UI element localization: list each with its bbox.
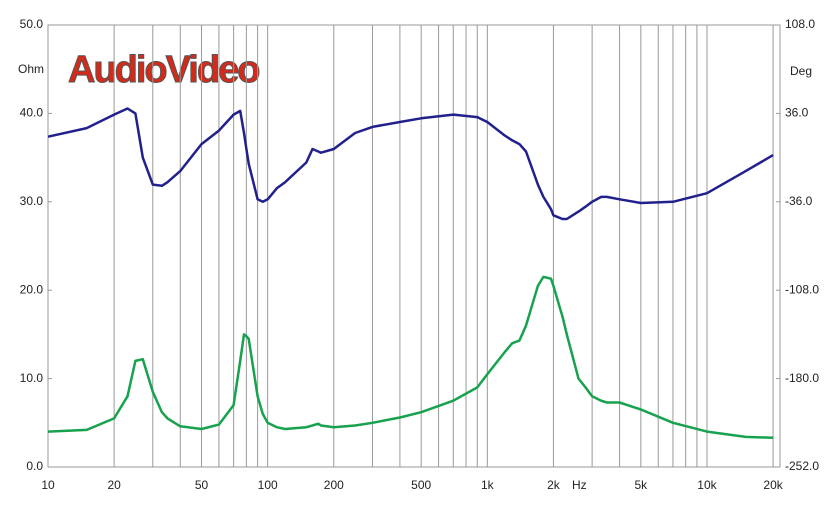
x-tick-label: 20 — [107, 478, 121, 492]
y2-tick-label: -180.0 — [785, 371, 819, 385]
y2-tick-label: -252.0 — [785, 459, 819, 473]
y-tick-label: 30.0 — [20, 194, 44, 208]
x-axis-label: Hz — [572, 478, 587, 492]
x-tick-label: 2k — [547, 478, 561, 492]
logo: AudioVideo — [68, 49, 259, 91]
y2-tick-label: -108.0 — [785, 282, 819, 296]
y-axis-label: Ohm — [18, 62, 44, 76]
y2-axis-label: Deg — [790, 64, 812, 78]
y-tick-label: 0.0 — [26, 459, 43, 473]
y2-tick-label: 36.0 — [785, 106, 809, 120]
x-tick-label: 100 — [258, 478, 278, 492]
y-tick-label: 20.0 — [20, 282, 44, 296]
x-tick-label: 200 — [324, 478, 344, 492]
x-tick-label: 5k — [635, 478, 649, 492]
series-line — [47, 275, 774, 440]
y-tick-label: 50.0 — [20, 17, 44, 31]
series-line — [47, 107, 774, 221]
x-tick-label: 10 — [41, 478, 55, 492]
x-tick-label: 10k — [697, 478, 717, 492]
x-tick-label: 500 — [411, 478, 431, 492]
y-tick-label: 10.0 — [20, 371, 44, 385]
x-tick-label: 50 — [195, 478, 209, 492]
x-tick-label: 20k — [763, 478, 783, 492]
y-tick-label: 40.0 — [20, 106, 44, 120]
y2-tick-label: -36.0 — [785, 194, 813, 208]
y2-tick-label: 108.0 — [785, 17, 815, 31]
x-tick-label: 1k — [481, 478, 495, 492]
